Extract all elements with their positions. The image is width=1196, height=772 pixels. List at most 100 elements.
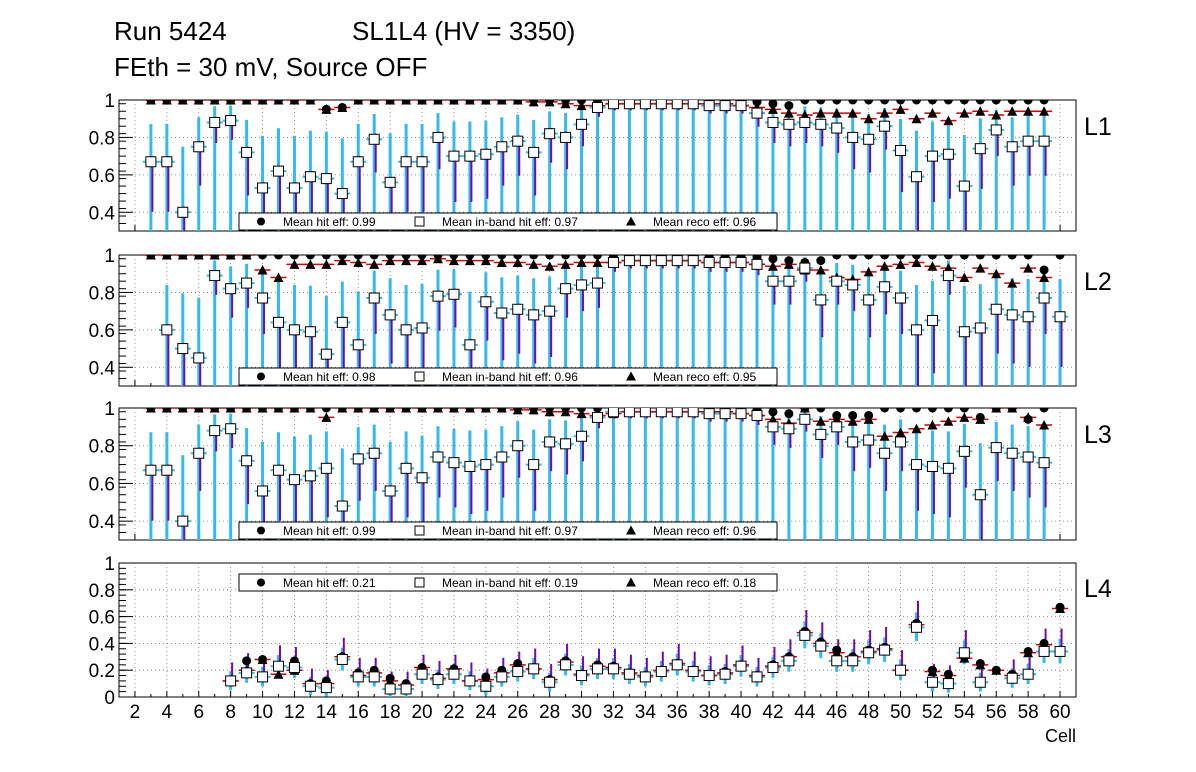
inband-eff-marker — [528, 663, 540, 675]
inband-eff-marker — [384, 485, 396, 497]
reco-eff-marker — [863, 266, 874, 277]
reco-eff-marker — [353, 257, 364, 267]
inband-eff-marker — [400, 156, 412, 168]
reco-eff-marker — [225, 408, 236, 413]
reco-eff-marker — [991, 268, 1002, 279]
hit-eff-marker — [1007, 255, 1017, 260]
inband-eff-marker — [273, 316, 284, 328]
reco-eff-marker — [161, 100, 172, 105]
inband-eff-marker — [767, 421, 779, 433]
inband-eff-marker — [751, 107, 763, 119]
reco-eff-marker — [959, 412, 970, 422]
reco-eff-marker — [975, 659, 986, 670]
y-tick-label: 0.8 — [89, 128, 115, 149]
inband-eff-marker — [528, 309, 540, 321]
reco-eff-marker — [209, 100, 220, 105]
x-tick-label: 10 — [252, 702, 273, 723]
reco-eff-marker — [448, 255, 459, 266]
inband-eff-marker — [448, 150, 460, 162]
layer-label: L1 — [1084, 113, 1112, 141]
layer-label: L3 — [1084, 421, 1112, 449]
conditions-title: FEth = 30 mV, Source OFF — [114, 52, 428, 82]
x-tick-label: 56 — [986, 702, 1007, 723]
reco-eff-marker — [417, 100, 428, 105]
inband-eff-marker — [671, 659, 683, 671]
inband-eff-marker — [847, 279, 859, 291]
legend-inband-marker — [414, 371, 425, 382]
hit-eff-marker — [880, 255, 890, 260]
legend-hit-marker — [257, 526, 265, 535]
hit-eff-marker — [816, 256, 826, 266]
inband-eff-marker — [1022, 451, 1034, 463]
inband-eff-marker — [799, 262, 811, 274]
inband-eff-marker — [592, 277, 603, 289]
inband-eff-marker — [958, 180, 970, 192]
inband-eff-marker — [639, 100, 651, 110]
reco-eff-marker — [385, 100, 396, 105]
reco-eff-marker — [353, 408, 364, 413]
legend-inband-label: Mean in-band hit eff: 0.19 — [442, 576, 578, 590]
reco-eff-marker — [401, 255, 412, 266]
inband-eff-marker — [193, 141, 205, 153]
reco-eff-marker — [385, 675, 396, 686]
inband-eff-marker — [496, 671, 508, 683]
reco-eff-marker — [496, 257, 507, 267]
x-tick-label: 4 — [162, 702, 173, 723]
inband-eff-marker — [304, 326, 316, 338]
inband-eff-marker — [320, 462, 332, 474]
legend-inband-label: Mean in-band hit eff: 0.97 — [442, 215, 578, 229]
inband-eff-marker — [592, 101, 603, 113]
reco-eff-marker — [879, 261, 890, 271]
hit-eff-marker — [943, 408, 953, 413]
inband-eff-marker — [257, 671, 269, 683]
inband-eff-marker — [177, 206, 189, 218]
hit-eff-marker — [975, 255, 985, 260]
hit-eff-marker — [1055, 255, 1065, 260]
inband-eff-marker — [639, 671, 651, 683]
inband-eff-marker — [592, 663, 603, 675]
legend-reco-label: Mean reco eff: 0.18 — [653, 576, 757, 590]
x-tick-label: 12 — [284, 702, 305, 723]
hit-eff-marker — [912, 408, 921, 413]
x-tick-label: 46 — [826, 702, 847, 723]
inband-eff-marker — [926, 150, 938, 162]
reco-eff-marker — [241, 100, 252, 105]
x-tick-label: 38 — [699, 702, 720, 723]
reco-eff-marker — [1055, 603, 1066, 614]
inband-eff-marker — [671, 408, 683, 418]
reco-eff-marker — [496, 408, 507, 413]
reco-eff-marker — [975, 414, 986, 424]
inband-eff-marker — [304, 470, 316, 482]
hit-eff-marker — [1007, 100, 1017, 105]
inband-eff-marker — [288, 324, 300, 336]
inband-eff-marker — [544, 128, 556, 140]
legend-hit-label: Mean hit eff: 0.99 — [283, 524, 376, 538]
reco-eff-marker — [305, 259, 316, 269]
inband-eff-marker — [241, 146, 253, 158]
inband-eff-marker — [592, 411, 603, 423]
inband-eff-marker — [719, 668, 731, 680]
hit-eff-marker — [289, 255, 299, 260]
inband-eff-marker — [288, 662, 300, 674]
inband-eff-marker — [528, 459, 540, 471]
x-tick-label: 34 — [635, 702, 657, 723]
reco-eff-marker — [576, 100, 587, 111]
inband-eff-marker — [560, 438, 572, 450]
inband-eff-marker — [336, 500, 348, 512]
legend-hit-marker — [257, 578, 265, 587]
inband-eff-marker — [400, 324, 412, 336]
hit-eff-marker — [959, 255, 969, 260]
inband-eff-marker — [161, 464, 173, 476]
reco-eff-marker — [831, 108, 842, 118]
hit-eff-marker — [912, 100, 921, 105]
inband-eff-marker — [464, 150, 476, 162]
reco-eff-marker — [1007, 408, 1018, 413]
hit-eff-marker — [880, 100, 890, 105]
inband-eff-marker — [225, 675, 237, 687]
reco-eff-marker — [257, 264, 268, 275]
inband-eff-marker — [480, 680, 492, 692]
inband-eff-marker — [719, 100, 731, 112]
reco-eff-marker — [560, 100, 571, 109]
hit-eff-marker — [832, 100, 842, 105]
inband-eff-marker — [1022, 135, 1034, 147]
